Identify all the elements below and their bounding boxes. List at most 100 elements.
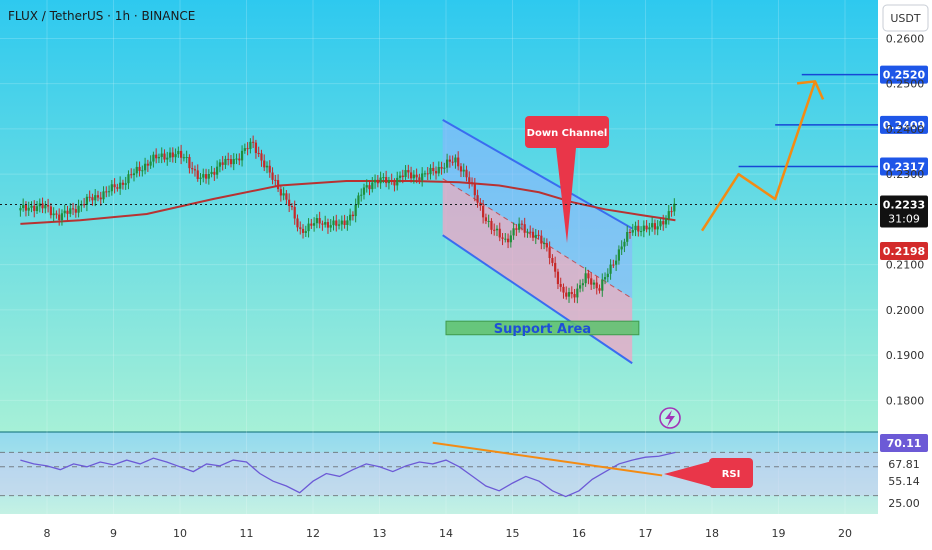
down-channel-callout: Down Channel: [525, 116, 609, 243]
projection-path: [700, 80, 825, 232]
candle-body: [293, 206, 296, 219]
rsi-trendline: [432, 441, 663, 477]
candle-body: [229, 159, 233, 165]
candle: [279, 184, 282, 202]
candle-body: [188, 157, 191, 169]
candle: [232, 153, 235, 171]
time-tick-label: 12: [306, 527, 320, 540]
candle: [246, 142, 249, 156]
candle: [19, 205, 22, 217]
ma-tag-text: 0.2198: [883, 245, 925, 258]
candle: [105, 186, 108, 198]
candle: [562, 283, 565, 299]
candle: [498, 222, 501, 242]
candle: [609, 259, 612, 280]
candle: [612, 259, 615, 269]
callout-pointer: [556, 148, 576, 243]
candle-body: [434, 171, 438, 174]
candle: [33, 200, 36, 218]
candle-body: [542, 243, 546, 245]
candle-body: [448, 159, 451, 162]
moving-average-line: [20, 179, 676, 225]
candle: [326, 218, 330, 234]
candle-body: [265, 165, 269, 168]
candle: [404, 165, 407, 180]
candle: [434, 166, 438, 180]
candle: [22, 198, 25, 212]
candle: [587, 269, 590, 285]
candle: [77, 199, 80, 218]
price-tick-label: 0.2600: [886, 32, 925, 45]
candle: [390, 173, 393, 185]
support-area-box: [445, 320, 640, 336]
candle: [110, 180, 113, 196]
price-tick-label: 0.1900: [886, 349, 925, 362]
candle-body: [121, 182, 125, 185]
level-tag-text: 0.2409: [883, 119, 925, 132]
candle: [127, 170, 130, 190]
candle-body: [645, 225, 648, 230]
candle-body: [601, 279, 604, 291]
candle-body: [559, 284, 562, 287]
candle-body: [548, 247, 551, 258]
candle-body: [368, 185, 371, 190]
candle: [429, 164, 432, 180]
candle: [94, 189, 97, 207]
candle-body: [127, 174, 130, 184]
candle: [615, 254, 618, 271]
candle: [240, 145, 244, 167]
currency-button[interactable]: USDT: [882, 4, 929, 32]
candle-body: [523, 224, 526, 233]
candle-countdown: 31:09: [888, 212, 920, 225]
candle-body: [282, 193, 285, 196]
price-tick-label: 0.2400: [886, 123, 925, 136]
candle: [315, 214, 318, 229]
candle-body: [357, 195, 360, 205]
candle-body: [531, 231, 535, 238]
candle-body: [52, 213, 55, 216]
candle-body: [534, 234, 537, 238]
candle: [628, 228, 632, 239]
candle: [459, 163, 463, 178]
candle: [52, 207, 55, 222]
candle-body: [545, 243, 548, 248]
candle: [506, 233, 510, 249]
candle-body: [354, 204, 357, 217]
candle-body: [191, 168, 194, 170]
candle-body: [143, 163, 147, 171]
candle: [257, 146, 260, 158]
candle: [307, 218, 310, 238]
candle-body: [537, 234, 540, 236]
candle-body: [27, 207, 30, 211]
candle: [218, 159, 221, 173]
candle-body: [66, 210, 69, 214]
candle: [288, 193, 291, 213]
candle: [85, 193, 88, 212]
time-tick-label: 19: [772, 527, 786, 540]
candle-body: [506, 238, 510, 243]
currency-label: USDT: [890, 12, 921, 25]
lightning-icon[interactable]: [659, 407, 681, 429]
level-tag-text: 0.2520: [883, 69, 926, 82]
candle: [651, 217, 654, 232]
candle-body: [69, 208, 72, 214]
candle-body: [301, 228, 305, 233]
candle-body: [246, 148, 249, 150]
candle-body: [77, 205, 80, 213]
candle-body: [238, 158, 241, 161]
candle-body: [55, 213, 58, 215]
candle-body: [227, 158, 230, 160]
candle-body: [94, 195, 97, 201]
candle: [412, 170, 415, 184]
rsi-current-bg: [880, 434, 928, 452]
candle: [623, 238, 626, 253]
candle: [132, 168, 136, 182]
candle: [340, 215, 343, 231]
candle: [418, 173, 421, 184]
candle-body: [204, 174, 208, 179]
time-tick-label: 9: [110, 527, 117, 540]
candle-body: [623, 241, 626, 247]
candle: [523, 217, 526, 238]
candle: [49, 203, 52, 219]
